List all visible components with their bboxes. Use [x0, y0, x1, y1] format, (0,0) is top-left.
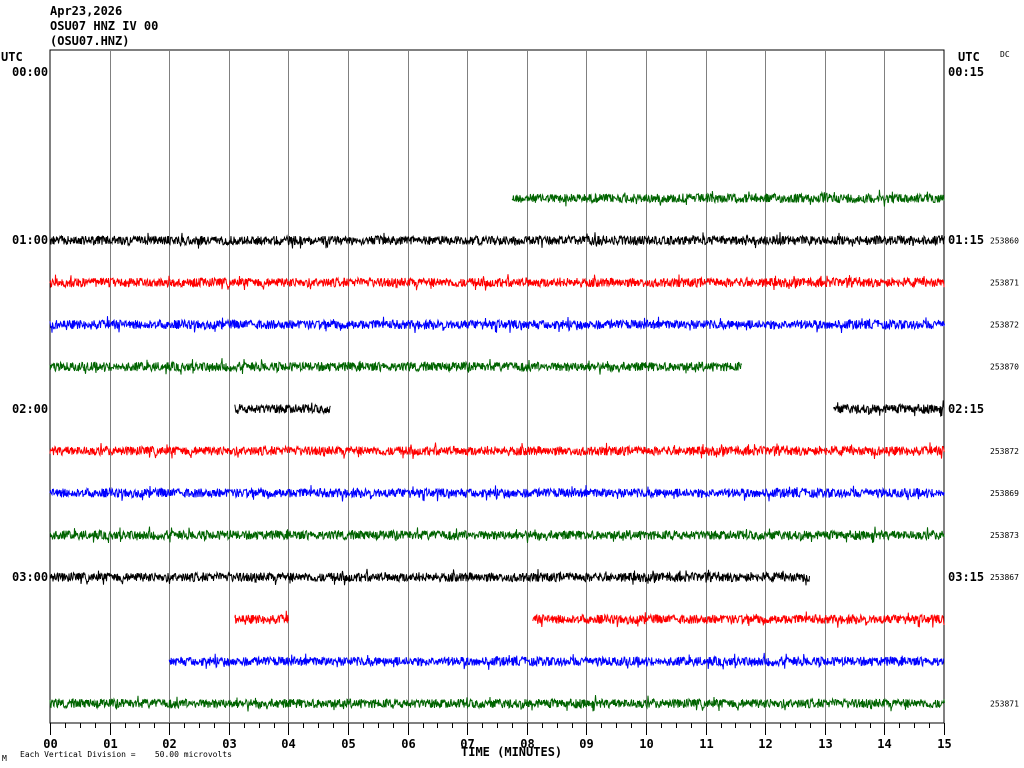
trace-count-5: 253871 [990, 279, 1019, 288]
seismic-trace-4 [49, 232, 945, 249]
record-date: Apr23,2026 [50, 4, 123, 18]
seismic-trace-8 [234, 402, 331, 416]
trace-count-12: 253867 [990, 573, 1019, 582]
station-name: OSU07 HNZ IV 00 [50, 19, 159, 33]
corner-mark: M [2, 754, 7, 763]
x-tick-label: 03 [222, 737, 236, 751]
right-time-label-0: 00:15 [948, 65, 985, 79]
left-utc-label: UTC [1, 50, 23, 64]
plot-frame [49, 49, 945, 724]
right-time-label-1: 01:15 [948, 233, 985, 247]
seismic-trace-6 [49, 316, 945, 334]
seismic-trace-10 [49, 485, 945, 502]
x-axis-label: TIME (MINUTES) [461, 745, 563, 759]
x-tick-label: 04 [281, 737, 295, 751]
left-time-label-2: 02:00 [12, 402, 49, 416]
seismic-trace-7 [49, 358, 742, 375]
x-tick-label: 01 [103, 737, 117, 751]
x-tick-label: 00 [43, 737, 57, 751]
trace-count-11: 253873 [990, 531, 1019, 540]
left-time-label-1: 01:00 [12, 233, 49, 247]
x-tick-label: 05 [341, 737, 355, 751]
right-utc-label: UTC [958, 50, 980, 64]
seismic-trace-8 [833, 400, 945, 417]
trace-count-9: 253872 [990, 447, 1019, 456]
x-tick-label: 02 [162, 737, 176, 751]
trace-count-6: 253872 [990, 321, 1019, 330]
x-tick-label: 08 [520, 737, 534, 751]
dc-label: DC [1000, 50, 1010, 59]
seismic-trace-5 [49, 274, 945, 291]
x-tick-label: 07 [460, 737, 474, 751]
x-tick-label: 13 [818, 737, 832, 751]
left-time-label-0: 00:00 [12, 65, 49, 79]
seismic-trace-14 [168, 652, 945, 670]
x-tick-label: 12 [758, 737, 772, 751]
seismic-trace-9 [49, 442, 945, 460]
trace-count-10: 253869 [990, 489, 1019, 498]
x-tick-label: 09 [579, 737, 593, 751]
x-tick-label: 11 [699, 737, 713, 751]
trace-count-7: 253870 [990, 363, 1019, 372]
seismic-trace-15 [49, 695, 945, 712]
x-tick-label: 06 [401, 737, 415, 751]
station-code: (OSU07.HNZ) [50, 34, 130, 48]
right-time-label-2: 02:15 [948, 402, 985, 416]
right-time-label-3: 03:15 [948, 570, 985, 584]
seismic-trace-12 [49, 568, 810, 586]
x-tick-label: 10 [639, 737, 653, 751]
x-tick-label: 15 [937, 737, 951, 751]
seismic-trace-3 [511, 189, 945, 207]
trace-count-15: 253871 [990, 700, 1019, 709]
scale-note: Each Vertical Division = 50.00 microvolt… [20, 750, 232, 759]
x-tick-label: 14 [877, 737, 891, 751]
seismic-trace-11 [49, 526, 945, 544]
trace-count-4: 253860 [990, 236, 1019, 245]
left-time-label-3: 03:00 [12, 570, 49, 584]
seismic-trace-13 [532, 611, 945, 628]
seismic-trace-13 [234, 610, 289, 625]
